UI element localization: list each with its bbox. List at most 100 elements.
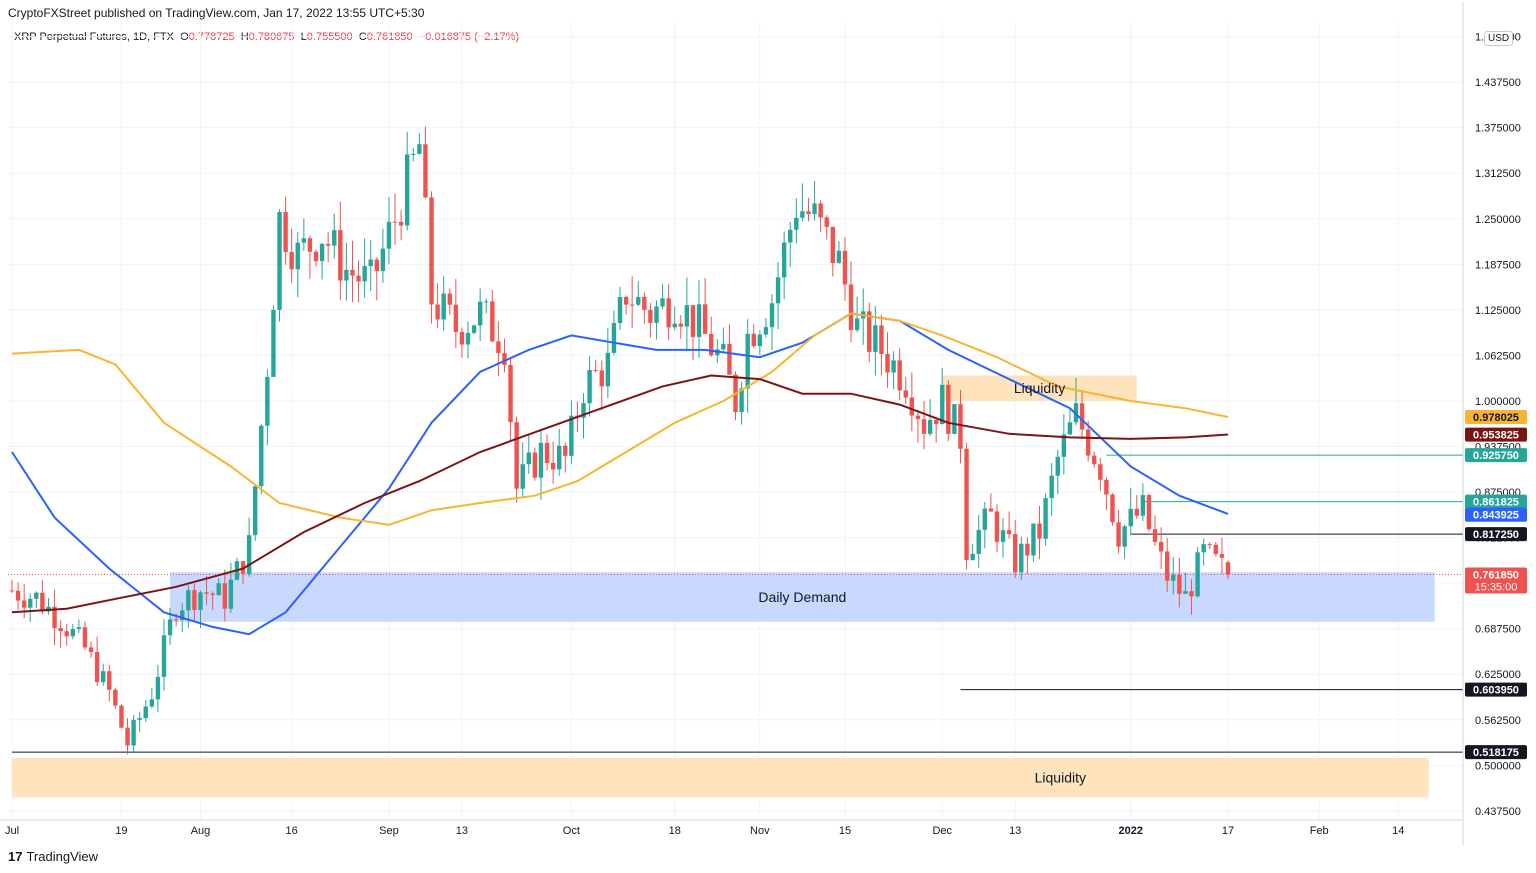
candle-body[interactable] — [76, 627, 82, 630]
candle-body[interactable] — [739, 388, 744, 413]
candle-body[interactable] — [368, 259, 373, 267]
candle-body[interactable] — [1225, 562, 1231, 575]
candle-body[interactable] — [903, 390, 908, 398]
candle-body[interactable] — [982, 508, 987, 530]
moving-average-line[interactable] — [11, 312, 1229, 526]
candle-body[interactable] — [1110, 494, 1115, 523]
candle-body[interactable] — [854, 318, 860, 331]
candle-body[interactable] — [216, 583, 221, 596]
moving-average-line[interactable] — [11, 312, 1229, 636]
candle-body[interactable] — [350, 269, 355, 276]
candle-body[interactable] — [629, 304, 635, 306]
candle-body[interactable] — [228, 579, 234, 609]
candle-body[interactable] — [277, 211, 282, 310]
candle-body[interactable] — [745, 333, 750, 389]
candle-body[interactable] — [435, 304, 440, 320]
candle-body[interactable] — [82, 627, 88, 648]
candle-body[interactable] — [1085, 429, 1091, 456]
candle-body[interactable] — [538, 442, 544, 478]
candle-body[interactable] — [222, 583, 227, 609]
candle-body[interactable] — [338, 230, 343, 281]
candle-body[interactable] — [289, 251, 294, 270]
candle-body[interactable] — [794, 217, 799, 230]
candle-body[interactable] — [769, 303, 775, 328]
candle-body[interactable] — [605, 352, 611, 387]
candle-body[interactable] — [514, 422, 519, 489]
candle-body[interactable] — [727, 343, 732, 375]
candle-body[interactable] — [1067, 422, 1073, 435]
candle-body[interactable] — [1079, 403, 1085, 430]
candle-body[interactable] — [1006, 530, 1012, 535]
candle-body[interactable] — [933, 419, 939, 425]
candle-body[interactable] — [709, 333, 714, 356]
candle-body[interactable] — [1146, 495, 1152, 530]
candle-body[interactable] — [702, 304, 708, 334]
candle-body[interactable] — [295, 242, 300, 270]
candle-body[interactable] — [417, 144, 422, 154]
candle-body[interactable] — [1000, 530, 1006, 542]
candle-body[interactable] — [994, 511, 1000, 542]
candle-body[interactable] — [9, 590, 15, 592]
candle-body[interactable] — [101, 671, 106, 683]
candle-body[interactable] — [757, 334, 763, 347]
candle-body[interactable] — [946, 384, 951, 434]
candle-body[interactable] — [1013, 534, 1018, 573]
candle-body[interactable] — [976, 529, 981, 554]
candle-body[interactable] — [563, 445, 568, 456]
candle-body[interactable] — [508, 364, 513, 423]
candle-body[interactable] — [186, 590, 191, 611]
candle-body[interactable] — [952, 404, 957, 434]
candle-body[interactable] — [781, 242, 787, 278]
candle-body[interactable] — [867, 311, 872, 352]
candle-body[interactable] — [484, 301, 489, 303]
candle-body[interactable] — [362, 266, 367, 282]
candle-body[interactable] — [198, 592, 203, 610]
candle-body[interactable] — [374, 259, 379, 272]
candle-body[interactable] — [1098, 464, 1103, 480]
zone-daily-demand[interactable] — [170, 572, 1435, 622]
candle-body[interactable] — [550, 462, 556, 470]
candle-body[interactable] — [788, 229, 793, 243]
candle-body[interactable] — [587, 369, 592, 404]
candle-body[interactable] — [502, 353, 507, 365]
candle-body[interactable] — [526, 452, 531, 465]
candle-body[interactable] — [1122, 526, 1127, 547]
candle-body[interactable] — [149, 699, 155, 707]
candle-body[interactable] — [313, 251, 319, 262]
candle-body[interactable] — [70, 629, 75, 637]
candle-body[interactable] — [721, 343, 726, 350]
candle-body[interactable] — [161, 635, 167, 677]
candle-body[interactable] — [557, 445, 562, 470]
currency-badge[interactable]: USD — [1484, 31, 1514, 46]
candle-body[interactable] — [836, 250, 842, 263]
candle-body[interactable] — [119, 705, 124, 728]
candle-body[interactable] — [830, 226, 835, 263]
candle-body[interactable] — [940, 384, 945, 425]
candle-body[interactable] — [107, 671, 112, 690]
candle-body[interactable] — [325, 243, 331, 246]
candle-body[interactable] — [167, 619, 173, 636]
candle-body[interactable] — [1116, 522, 1121, 547]
candle-body[interactable] — [1152, 529, 1158, 542]
candle-body[interactable] — [763, 327, 769, 335]
candle-body[interactable] — [1171, 574, 1176, 581]
candle-body[interactable] — [192, 590, 197, 610]
candle-body[interactable] — [137, 718, 142, 720]
candle-body[interactable] — [842, 250, 848, 285]
candle-body[interactable] — [465, 332, 471, 345]
candle-body[interactable] — [113, 689, 118, 706]
candle-body[interactable] — [21, 600, 27, 608]
candle-body[interactable] — [921, 419, 927, 434]
candle-body[interactable] — [1043, 498, 1048, 539]
candle-body[interactable] — [180, 610, 185, 620]
candle-body[interactable] — [775, 277, 781, 304]
candle-body[interactable] — [398, 221, 404, 226]
candle-body[interactable] — [405, 154, 410, 226]
candle-body[interactable] — [648, 309, 653, 323]
candle-body[interactable] — [1019, 543, 1024, 573]
candle-body[interactable] — [532, 452, 538, 478]
candle-body[interactable] — [1183, 591, 1188, 594]
candle-body[interactable] — [429, 197, 434, 305]
candle-body[interactable] — [660, 298, 665, 307]
